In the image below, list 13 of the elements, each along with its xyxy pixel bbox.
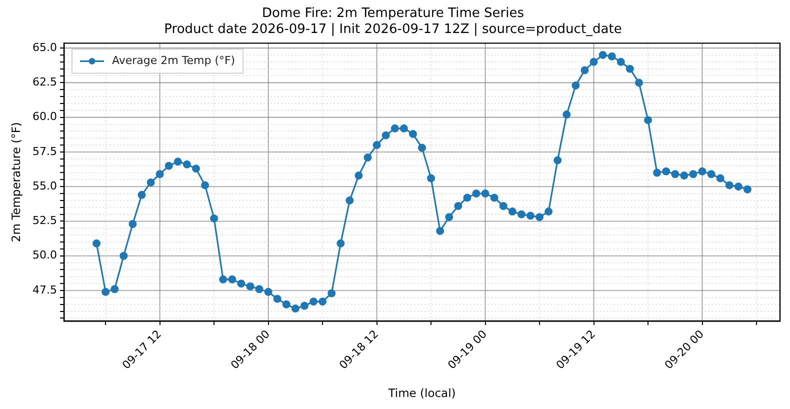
y-tick-label: 52.5 — [32, 214, 57, 228]
y-tick-label: 47.5 — [32, 283, 57, 296]
x-axis-title: Time (local) — [387, 386, 456, 400]
y-tick-label: 60.0 — [32, 110, 57, 124]
y-tick-label: 55.0 — [32, 179, 57, 192]
chart-subtitle: Product date 2026-09-17 | Init 2026-09-17 12Z | source=product_date — [164, 22, 622, 37]
chart-title: Dome Fire: 2m Temperature Time Series — [262, 6, 524, 22]
y-axis-title: 2m Temperature (°F) — [8, 122, 23, 242]
y-tick-label: 62.5 — [32, 76, 57, 89]
y-tick-label: 57.5 — [32, 144, 57, 158]
y-tick-label: 65.0 — [32, 40, 57, 54]
y-tick-label: 50.0 — [32, 248, 57, 262]
legend-label: Average 2m Temp (°F) — [112, 54, 236, 68]
